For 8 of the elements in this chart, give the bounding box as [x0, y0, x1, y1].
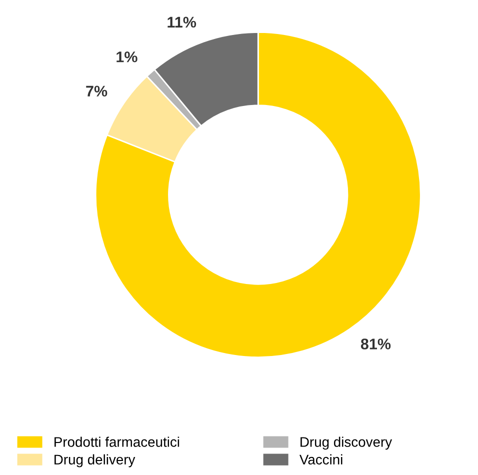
data-label: 1% — [116, 52, 138, 62]
legend-label: Drug delivery — [54, 454, 136, 468]
data-label: 7% — [86, 86, 108, 97]
legend-label: Prodotti farmaceutici — [54, 436, 180, 447]
legend-label: Vaccini — [299, 454, 342, 465]
data-label: 11% — [168, 16, 196, 28]
data-label: 81% — [360, 338, 391, 350]
legend-label: Drug discovery — [300, 436, 392, 450]
